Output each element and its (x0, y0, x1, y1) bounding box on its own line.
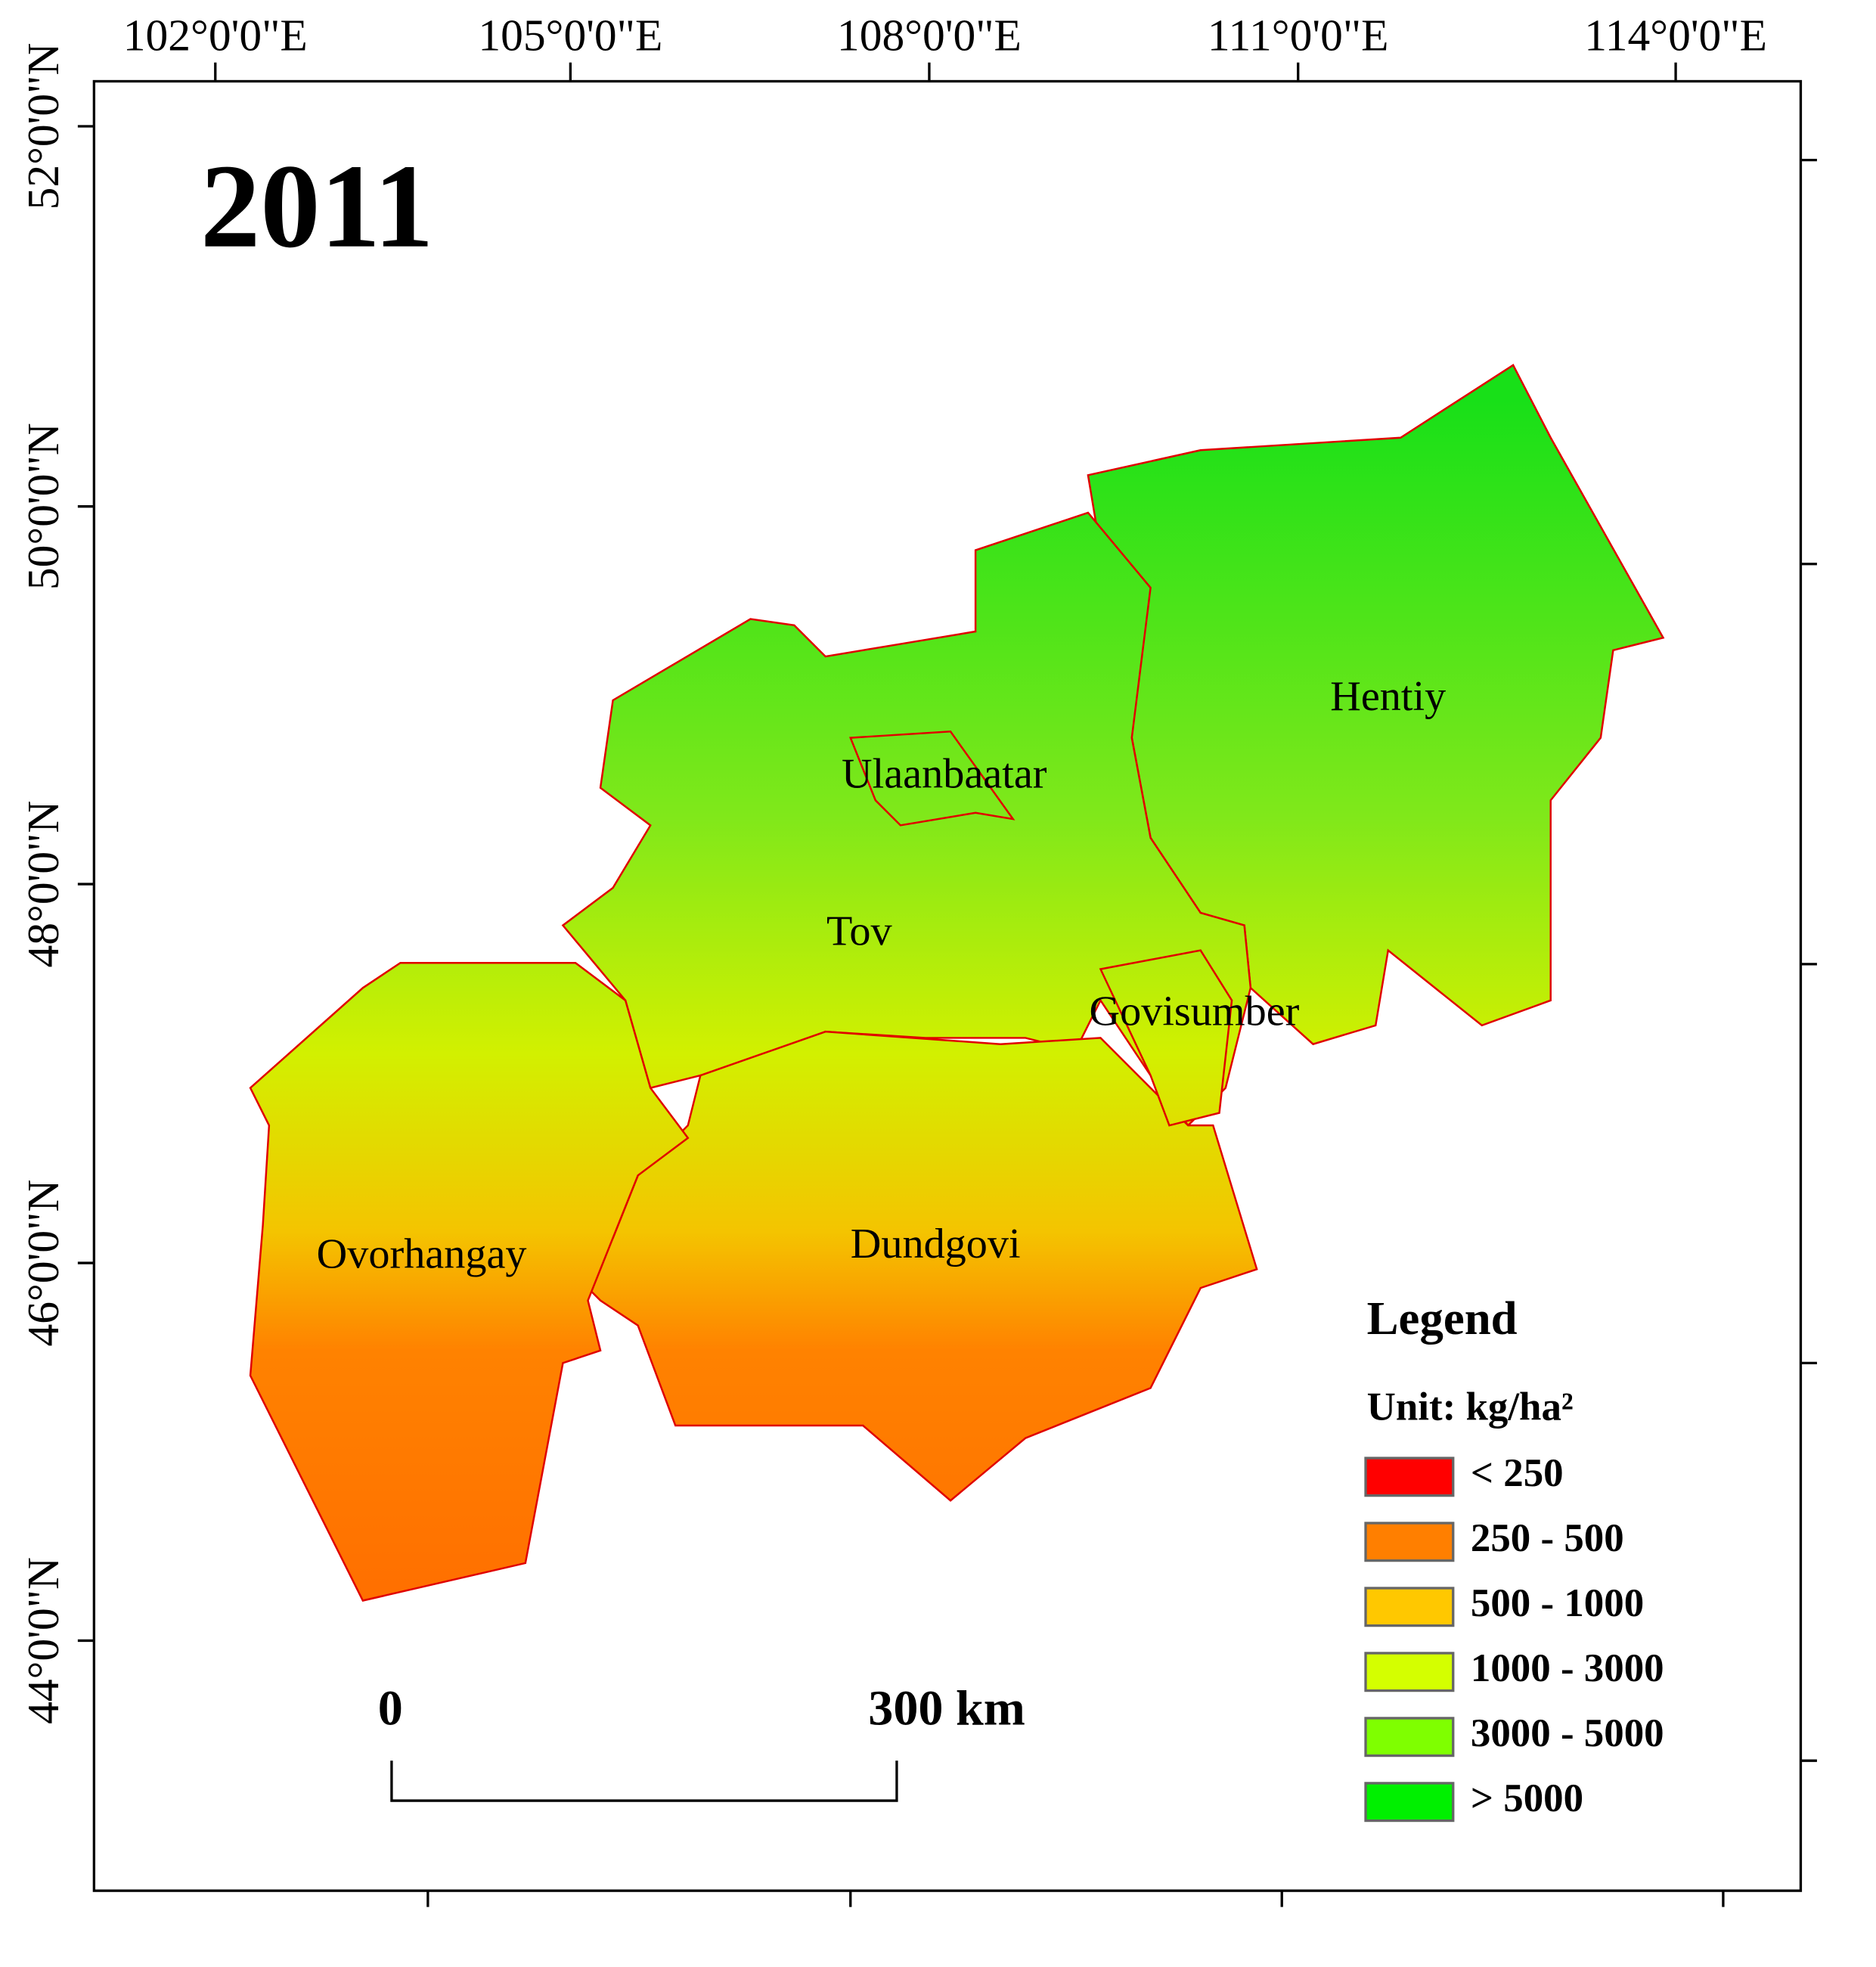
legend-label: 3000 - 5000 (1471, 1711, 1664, 1755)
legend-label: 1000 - 3000 (1471, 1646, 1664, 1690)
legend-swatch (1364, 1457, 1455, 1497)
legend-swatch (1364, 1652, 1455, 1692)
legend-label: 250 - 500 (1471, 1516, 1624, 1560)
region-label: Govisumber (1090, 988, 1300, 1035)
lat-label: 50°0'0"N (18, 423, 68, 590)
region-ulaanbaatar (848, 731, 1016, 827)
region-label: Hentiy (1330, 673, 1446, 720)
regions (249, 364, 1665, 1602)
lon-label: 111°0'0"E (1208, 11, 1389, 60)
legend-title: Legend (1367, 1292, 1518, 1345)
lon-label: 108°0'0"E (837, 11, 1022, 60)
scale-end: 300 km (868, 1681, 1025, 1736)
legend-label: 500 - 1000 (1471, 1581, 1644, 1625)
legend-label: < 250 (1471, 1451, 1564, 1495)
lon-label: 114°0'0"E (1584, 11, 1767, 60)
legend-unit: Unit: kg/ha² (1367, 1385, 1574, 1429)
region-label: Dundgovi (851, 1221, 1021, 1267)
scale-start: 0 (378, 1681, 403, 1736)
map-frame (92, 79, 1803, 1892)
legend-swatch (1364, 1717, 1455, 1758)
legend-swatch (1364, 1522, 1455, 1562)
scale-bar (390, 1761, 898, 1802)
lon-label: 102°0'0"E (123, 11, 308, 60)
lat-label: 48°0'0"N (18, 801, 68, 968)
lat-label: 46°0'0"N (18, 1180, 68, 1347)
region-label: Tov (826, 908, 893, 955)
region-ovorhangay (249, 961, 690, 1602)
region-label: Ovorhangay (317, 1230, 527, 1277)
region-label: Ulaanbaatar (842, 750, 1047, 797)
lon-label: 105°0'0"E (478, 11, 662, 60)
legend-label: > 5000 (1471, 1776, 1583, 1820)
region-govisumber (1099, 949, 1233, 1127)
legend-swatch (1364, 1587, 1455, 1627)
map-title: 2011 (200, 141, 434, 273)
lat-label: 52°0'0"N (18, 43, 68, 210)
legend-swatch (1364, 1782, 1455, 1823)
lat-label: 44°0'0"N (18, 1557, 68, 1724)
